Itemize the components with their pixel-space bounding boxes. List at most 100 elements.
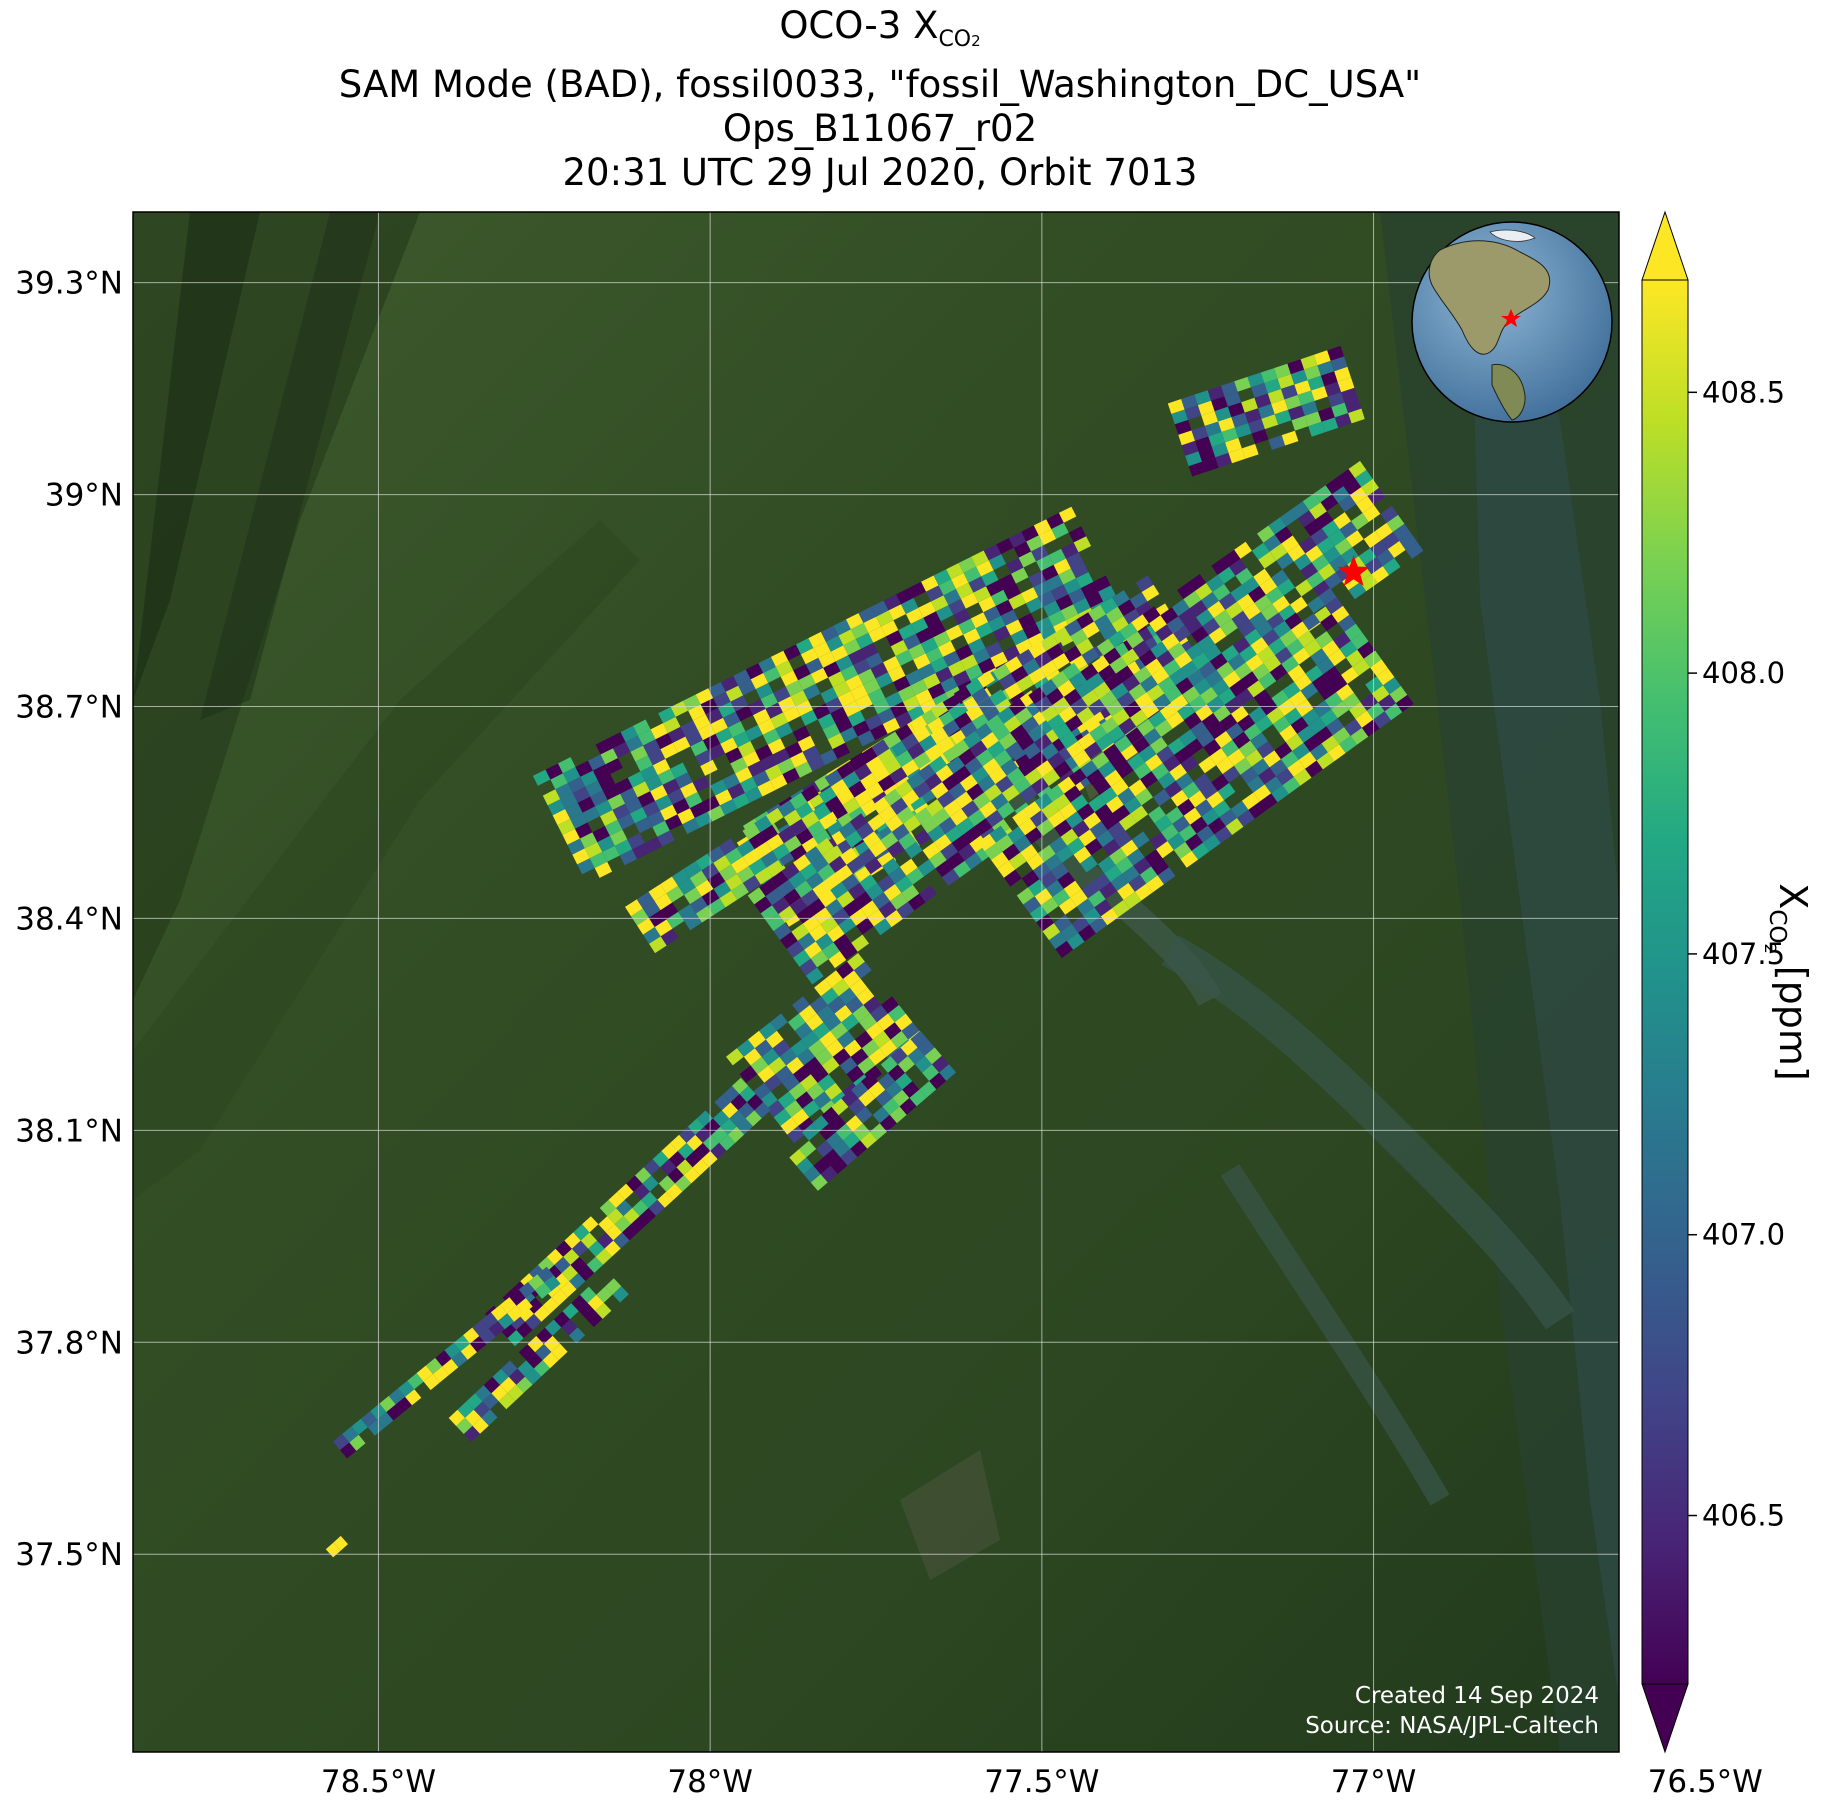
sounding-cell bbox=[1348, 582, 1367, 600]
sounding-cell bbox=[844, 830, 863, 848]
sounding-cell bbox=[642, 800, 660, 817]
sounding-cell bbox=[1003, 715, 1022, 733]
sounding-cell bbox=[809, 924, 827, 942]
sounding-cell bbox=[836, 762, 855, 779]
sounding-cell bbox=[1290, 596, 1308, 614]
sounding-cell bbox=[1117, 787, 1136, 805]
sounding-cell bbox=[1018, 759, 1036, 777]
sounding-cell bbox=[1093, 681, 1111, 699]
sounding-cell bbox=[1171, 599, 1190, 617]
sounding-cell bbox=[1164, 780, 1183, 798]
sounding-cell bbox=[908, 643, 926, 660]
sounding-cell bbox=[1362, 505, 1381, 522]
sounding-cell bbox=[1345, 530, 1364, 548]
sounding-cell bbox=[813, 1157, 831, 1175]
sounding-cell bbox=[707, 898, 726, 915]
sounding-cell bbox=[857, 848, 876, 866]
sounding-cell bbox=[770, 1013, 788, 1031]
sounding-cell bbox=[1040, 660, 1058, 678]
sounding-cell bbox=[837, 690, 856, 707]
sounding-cell bbox=[432, 1366, 450, 1383]
sounding-cell bbox=[1208, 722, 1226, 740]
sounding-cell bbox=[833, 1140, 851, 1158]
sounding-cell bbox=[1029, 751, 1048, 769]
sounding-cell bbox=[744, 786, 763, 803]
sounding-cell bbox=[1066, 740, 1085, 758]
sounding-cell bbox=[643, 1159, 661, 1176]
sounding-cell bbox=[1167, 399, 1185, 414]
sounding-cell bbox=[963, 566, 982, 583]
sounding-cell bbox=[1066, 552, 1084, 569]
sounding-cell bbox=[1173, 625, 1191, 643]
sounding-cell bbox=[786, 1056, 804, 1075]
sounding-cell bbox=[802, 915, 821, 933]
sounding-cell bbox=[686, 1134, 703, 1151]
sounding-cell bbox=[1279, 724, 1298, 742]
sounding-cell bbox=[721, 1102, 739, 1119]
sounding-cell bbox=[1245, 654, 1264, 672]
sounding-cell bbox=[1105, 699, 1124, 717]
sounding-cell bbox=[960, 592, 979, 609]
sounding-cell bbox=[899, 858, 918, 876]
sounding-cell bbox=[804, 941, 822, 959]
sounding-cell bbox=[573, 1224, 590, 1241]
sounding-cell bbox=[1221, 644, 1240, 662]
sounding-cell bbox=[970, 612, 989, 629]
sounding-cell bbox=[1333, 631, 1351, 649]
sounding-cell bbox=[1250, 637, 1269, 655]
sounding-cell bbox=[1058, 705, 1077, 723]
sounding-cell bbox=[1083, 907, 1101, 925]
sounding-cell bbox=[1289, 690, 1307, 708]
sounding-cell bbox=[958, 556, 977, 573]
credit-created: Created 14 Sep 2024 bbox=[1355, 1683, 1599, 1709]
sounding-cell bbox=[754, 896, 772, 914]
sounding-cell bbox=[1060, 828, 1079, 846]
sounding-cell bbox=[841, 1089, 859, 1107]
sounding-cell bbox=[1277, 374, 1295, 389]
sounding-cell bbox=[784, 1100, 803, 1118]
sounding-cell bbox=[1297, 630, 1316, 648]
sounding-cell bbox=[597, 835, 615, 852]
sounding-cell bbox=[1141, 701, 1160, 719]
sounding-cell bbox=[1325, 477, 1344, 495]
sounding-cell bbox=[840, 1148, 858, 1166]
sounding-cell bbox=[683, 861, 702, 879]
sounding-cell bbox=[333, 1433, 350, 1450]
sounding-cell bbox=[1073, 846, 1092, 864]
sounding-cell bbox=[713, 855, 731, 873]
sounding-cell bbox=[909, 715, 928, 733]
sounding-cell bbox=[810, 667, 829, 684]
sounding-cell bbox=[1075, 638, 1094, 655]
sounding-cell bbox=[977, 670, 996, 688]
sounding-cell bbox=[707, 846, 725, 863]
sounding-cell bbox=[1162, 659, 1181, 677]
sounding-cell bbox=[865, 652, 884, 669]
sounding-cell bbox=[843, 1131, 861, 1149]
sounding-cell bbox=[785, 680, 804, 697]
sounding-cell bbox=[869, 840, 887, 858]
sounding-cell bbox=[1375, 522, 1393, 540]
sounding-cell bbox=[853, 961, 872, 979]
sounding-cell bbox=[562, 1303, 579, 1320]
sounding-cell bbox=[1066, 932, 1085, 950]
colorbar-tick-label: 407.5 bbox=[1702, 937, 1785, 971]
sounding-cell bbox=[1193, 678, 1212, 696]
sounding-cell bbox=[1367, 487, 1386, 505]
lat-tick-label: 37.5°N bbox=[15, 1537, 123, 1573]
sounding-cell bbox=[794, 1022, 813, 1040]
sounding-cell bbox=[1024, 768, 1043, 786]
sounding-cell bbox=[1088, 698, 1106, 716]
sounding-cell bbox=[823, 1013, 842, 1031]
sounding-cell bbox=[1218, 417, 1235, 432]
sounding-cell bbox=[1191, 425, 1209, 441]
sounding-cell bbox=[914, 1055, 932, 1073]
sounding-cell bbox=[360, 1411, 378, 1428]
sounding-cell bbox=[978, 596, 996, 613]
sounding-cell bbox=[892, 1089, 910, 1107]
sounding-cell bbox=[1387, 540, 1406, 558]
sounding-cell bbox=[831, 1098, 849, 1116]
sounding-cell bbox=[1276, 768, 1294, 786]
sounding-cell bbox=[882, 857, 900, 875]
sounding-cell bbox=[1295, 579, 1313, 597]
sounding-cell bbox=[550, 773, 568, 790]
